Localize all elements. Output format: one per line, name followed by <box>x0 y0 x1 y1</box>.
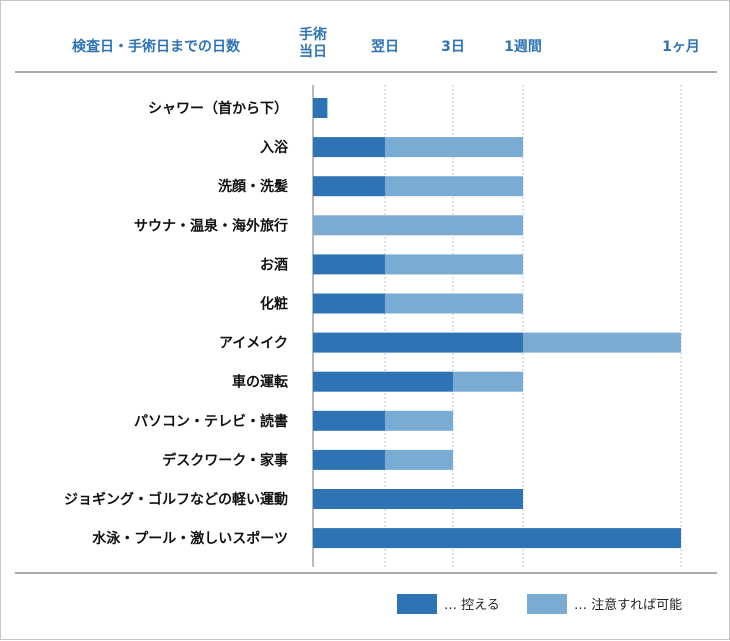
bar-caution <box>385 176 523 197</box>
bar-avoid <box>313 98 328 118</box>
bar-caution <box>385 254 523 275</box>
bar-avoid <box>313 176 385 197</box>
bar-avoid <box>313 293 385 314</box>
category-label: デスクワーク・家事 <box>162 452 288 469</box>
time-axis: 手術当日 翌日 3日 1週間 1ヶ月 <box>299 26 700 60</box>
bar-avoid <box>313 137 385 158</box>
category-label: パソコン・テレビ・読書 <box>134 413 288 430</box>
category-label: 車の運転 <box>232 374 288 391</box>
tick-label: 3日 <box>441 39 465 55</box>
category-label: アイメイク <box>219 336 288 352</box>
tick-label: 1ヶ月 <box>662 39 700 55</box>
category-labels: シャワー（首から下） 入浴洗顔・洗髪サウナ・温泉・海外旅行お酒化粧アイメイク車の運… <box>64 100 289 547</box>
header-title: 検査日・手術日までの日数 <box>72 38 241 55</box>
legend-label-caution: … 注意すれば可能 <box>574 597 682 613</box>
bar-caution <box>313 215 523 236</box>
category-label: 入浴 <box>260 139 289 156</box>
bar-avoid <box>313 254 385 275</box>
bar-avoid <box>313 410 385 431</box>
category-label: お酒 <box>260 257 288 273</box>
category-label: シャワー（首から下） <box>148 100 288 117</box>
legend: … 控える … 注意すれば可能 <box>397 594 682 614</box>
bar-caution <box>523 332 681 353</box>
bar-caution <box>385 293 523 314</box>
bar-avoid <box>313 449 385 470</box>
legend-label-avoid: … 控える <box>444 598 500 613</box>
category-label: サウナ・温泉・海外旅行 <box>134 217 288 234</box>
category-label: ジョギング・ゴルフなどの軽い運動 <box>64 491 288 508</box>
bars <box>313 98 681 549</box>
bar-caution <box>385 410 453 431</box>
bar-avoid <box>313 371 453 392</box>
gridlines <box>312 85 682 567</box>
bar-caution <box>385 137 523 158</box>
bar-avoid <box>313 528 681 549</box>
bar-avoid <box>313 489 523 509</box>
category-label: 化粧 <box>260 296 288 313</box>
bar-caution <box>385 449 453 470</box>
category-label: 水泳・プール・激しいスポーツ <box>92 530 288 547</box>
bar-avoid <box>313 332 523 353</box>
legend-swatch-caution <box>527 594 567 614</box>
tick-label: 翌日 <box>371 39 399 55</box>
tick-label: 1週間 <box>504 39 542 55</box>
bar-caution <box>453 371 523 392</box>
category-label: 洗顔・洗髪 <box>218 178 288 195</box>
tick-label: 手術当日 <box>299 26 327 60</box>
legend-swatch-avoid <box>397 594 437 614</box>
